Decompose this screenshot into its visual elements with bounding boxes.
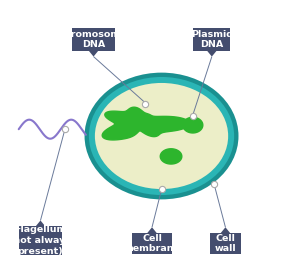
Ellipse shape (95, 83, 228, 189)
Ellipse shape (89, 77, 234, 195)
Polygon shape (220, 227, 230, 233)
FancyBboxPatch shape (19, 226, 61, 255)
FancyBboxPatch shape (210, 233, 241, 254)
Text: Cell
membrane: Cell membrane (123, 234, 181, 253)
Ellipse shape (85, 73, 239, 199)
Text: Cell
wall: Cell wall (215, 234, 236, 253)
Text: Plasmid
DNA: Plasmid DNA (191, 30, 233, 49)
Polygon shape (183, 117, 203, 133)
Text: Chromosomal
DNA: Chromosomal DNA (57, 30, 130, 49)
Polygon shape (36, 220, 45, 226)
Polygon shape (89, 51, 98, 57)
FancyBboxPatch shape (193, 28, 230, 51)
Polygon shape (102, 107, 190, 140)
Polygon shape (207, 51, 217, 57)
Text: Flagellum
(not always
present): Flagellum (not always present) (9, 225, 71, 256)
FancyBboxPatch shape (72, 28, 115, 51)
Polygon shape (147, 227, 157, 233)
Polygon shape (160, 149, 182, 164)
FancyBboxPatch shape (132, 233, 172, 254)
